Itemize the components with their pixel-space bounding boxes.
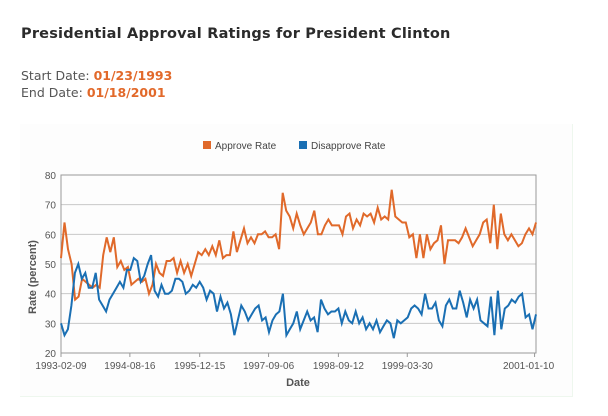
- chart-container: Approve Rate Disapprove Rate 80 70 60 50 40 3…: [20, 124, 573, 397]
- approval-line-chart: Approve Rate Disapprove Rate 80 70 60 50 40 3…: [27, 141, 555, 389]
- start-date: Start Date: 01/23/1993: [21, 68, 172, 83]
- y-axis-title: Rate (percent): [27, 240, 39, 314]
- y-tick-label: 30: [45, 319, 57, 330]
- y-tick-label: 60: [45, 230, 57, 241]
- y-tick-label: 40: [45, 290, 57, 301]
- x-axis-title: Date: [286, 377, 310, 389]
- x-tick-label: 1998-09-12: [313, 361, 365, 372]
- y-tick-label: 70: [45, 201, 57, 212]
- x-tick-label: 1995-12-15: [174, 361, 226, 372]
- x-tick-label: 1997-09-06: [243, 361, 295, 372]
- x-tick-label: 1999-03-30: [382, 361, 434, 372]
- y-tick-label: 50: [45, 260, 57, 271]
- end-date-value: 01/18/2001: [86, 85, 166, 100]
- legend-label-disapprove: Disapprove Rate: [311, 141, 386, 152]
- x-tick-label: 2001-01-10: [503, 361, 555, 372]
- x-tick-label: 1994-08-16: [104, 361, 156, 372]
- start-date-value: 01/23/1993: [93, 68, 173, 83]
- page-title: Presidential Approval Ratings for Presid…: [21, 26, 451, 42]
- end-date-label: End Date:: [21, 85, 83, 100]
- series-line-disapprove: [60, 254, 537, 339]
- y-tick-label: 80: [45, 171, 57, 182]
- plot-frame: [60, 174, 537, 354]
- end-date: End Date: 01/18/2001: [21, 85, 166, 100]
- legend-label-approve: Approve Rate: [215, 141, 277, 152]
- legend-swatch-approve: [203, 141, 211, 149]
- legend-swatch-disapprove: [299, 141, 307, 149]
- legend: Approve Rate Disapprove Rate: [203, 141, 386, 152]
- x-tick-label: 1993-02-09: [35, 361, 87, 372]
- start-date-label: Start Date:: [21, 68, 90, 83]
- y-tick-label: 20: [45, 349, 57, 360]
- series-line-approve: [60, 189, 537, 302]
